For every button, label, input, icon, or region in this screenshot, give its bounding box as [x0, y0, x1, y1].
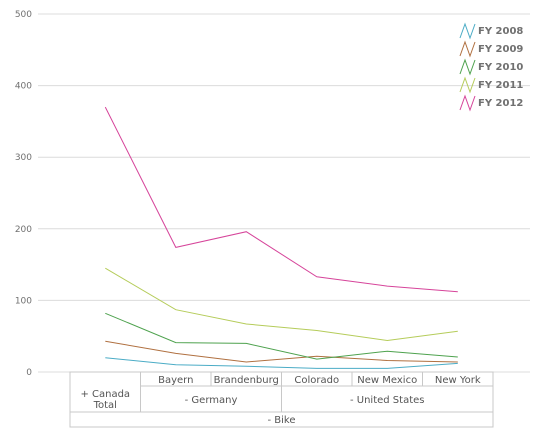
legend-swatch-icon: [459, 58, 476, 76]
legend-item[interactable]: FY 2008: [459, 22, 523, 40]
series-line-fy-2012: [104, 106, 458, 293]
grid-lines: [38, 13, 530, 373]
series-line-fy-2008: [105, 357, 458, 369]
legend-label: FY 2009: [478, 44, 523, 55]
legend-item[interactable]: FY 2011: [459, 76, 523, 94]
legend-label: FY 2008: [478, 26, 523, 37]
axis-header-canada-total[interactable]: + Canada Total: [80, 389, 130, 411]
axis-header-country[interactable]: - United States: [350, 395, 425, 406]
y-axis-ticks: 0 100 200 300 400 500: [15, 10, 32, 378]
axis-header-category: Brandenburg: [214, 375, 279, 386]
axis-header-category: Bayern: [158, 375, 193, 386]
axis-header-category: Colorado: [294, 375, 339, 386]
legend-swatch-icon: [459, 94, 476, 112]
legend: FY 2008 FY 2009 FY 2010 FY 2011 FY 2012: [459, 22, 523, 112]
axis-header-category: New York: [435, 375, 481, 386]
legend-item[interactable]: FY 2010: [459, 58, 523, 76]
axis-header-product[interactable]: - Bike: [267, 415, 295, 426]
y-tick-label: 0: [26, 368, 32, 378]
series-lines: [104, 106, 458, 369]
axis-header-category: New Mexico: [357, 375, 417, 386]
series-line-fy-2009: [105, 340, 458, 363]
y-tick-label: 300: [15, 153, 32, 163]
y-tick-label: 500: [15, 10, 32, 20]
legend-label: FY 2010: [478, 62, 523, 73]
y-tick-label: 100: [15, 296, 32, 306]
legend-item[interactable]: FY 2012: [459, 94, 523, 112]
x-axis-header-table: + Canada Total Bayern Brandenburg Colorado Ne…: [69, 371, 494, 428]
legend-label: FY 2011: [478, 80, 523, 91]
legend-swatch-icon: [459, 76, 476, 94]
series-line-fy-2011: [105, 267, 458, 342]
legend-label: FY 2012: [478, 98, 523, 109]
legend-swatch-icon: [459, 40, 476, 58]
series-line-fy-2010: [105, 312, 458, 360]
legend-swatch-icon: [459, 22, 476, 40]
y-tick-label: 400: [15, 82, 32, 92]
axis-header-country[interactable]: - Germany: [185, 395, 238, 406]
y-tick-label: 200: [15, 225, 32, 235]
legend-item[interactable]: FY 2009: [459, 40, 523, 58]
